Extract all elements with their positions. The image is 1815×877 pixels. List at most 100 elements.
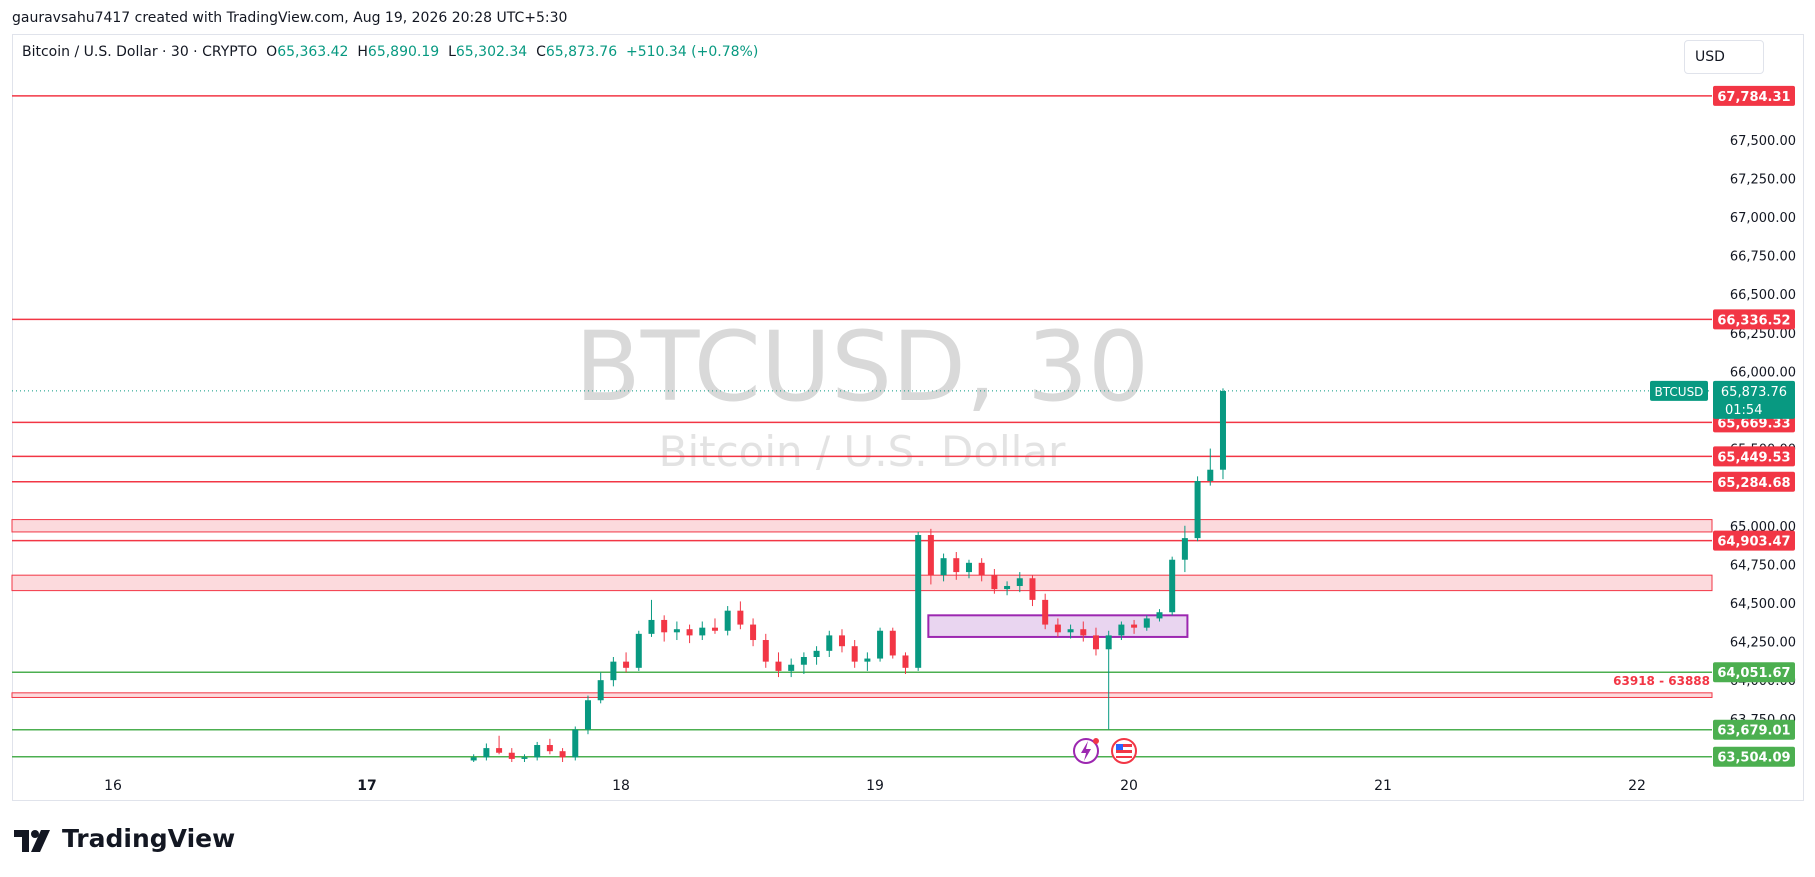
price-label-badge xyxy=(1713,530,1795,551)
symbol-badge-text: BTCUSD xyxy=(1655,385,1704,399)
price-label-badge xyxy=(1713,471,1795,492)
candle-body xyxy=(546,745,553,752)
candle-body xyxy=(1207,469,1214,481)
candle-body xyxy=(534,745,541,758)
tradingview-logo-icon xyxy=(14,830,50,852)
price-label-text: 64,051.67 xyxy=(1717,666,1790,681)
candle-body xyxy=(623,661,630,668)
low-label: L xyxy=(448,44,456,60)
watermark-description: Bitcoin / U.S. Dollar xyxy=(659,427,1066,476)
high-value: 65,890.19 xyxy=(367,44,440,60)
candle-body xyxy=(991,575,998,590)
candle-body xyxy=(813,650,820,658)
y-axis-tick-label: 67,250.00 xyxy=(1730,172,1796,187)
flag-stripe-icon xyxy=(1116,744,1132,747)
candle-body xyxy=(940,558,947,576)
x-axis-tick-label: 21 xyxy=(1374,778,1392,794)
candle-body xyxy=(661,619,668,633)
candle-body xyxy=(978,562,985,576)
low-value: 65,302.34 xyxy=(455,44,528,60)
event-icons[interactable] xyxy=(1073,738,1137,764)
candle-body xyxy=(1143,618,1150,628)
candle-body xyxy=(1054,624,1061,633)
x-axis-tick-label: 22 xyxy=(1628,778,1646,794)
candle-body xyxy=(521,757,528,759)
currency-selector[interactable]: USD xyxy=(1684,40,1764,74)
notification-dot-icon xyxy=(1093,738,1099,744)
y-axis-tick-label: 64,250.00 xyxy=(1730,636,1796,651)
support-resistance-zone[interactable] xyxy=(11,692,1713,698)
zone-label: 63918 - 63888 xyxy=(1613,674,1710,688)
candle-body xyxy=(889,630,896,656)
price-label-text: 63,679.01 xyxy=(1717,724,1790,739)
candle-body xyxy=(737,610,744,625)
support-resistance-zone[interactable] xyxy=(11,574,1713,592)
symbol-description[interactable]: Bitcoin / U.S. Dollar · 30 · CRYPTO xyxy=(22,44,258,60)
candle-body xyxy=(826,635,833,651)
y-axis-tick-label: 66,000.00 xyxy=(1730,365,1796,380)
candle-body xyxy=(610,661,617,681)
x-axis-tick-label: 19 xyxy=(866,778,884,794)
candle-body xyxy=(927,535,934,576)
candle-body xyxy=(1042,599,1049,625)
x-axis-tick-label: 20 xyxy=(1120,778,1138,794)
chart-frame xyxy=(12,34,1804,801)
y-axis-tick-label: 64,750.00 xyxy=(1730,558,1796,573)
candle-body xyxy=(508,752,515,759)
price-label-text: 64,903.47 xyxy=(1717,535,1790,550)
candle-body xyxy=(470,757,477,761)
candle-body xyxy=(851,646,858,662)
support-resistance-zone[interactable] xyxy=(11,519,1713,533)
candle-body xyxy=(877,630,884,659)
close-label: C xyxy=(536,44,546,60)
candle-body xyxy=(775,661,782,671)
candle-body xyxy=(648,619,655,634)
y-axis-tick-label: 67,000.00 xyxy=(1730,211,1796,226)
watermark-symbol: BTCUSD, 30 xyxy=(575,311,1149,423)
candle-body xyxy=(572,729,579,758)
candle-body xyxy=(1156,612,1163,619)
high-label: H xyxy=(357,44,368,60)
candle-body xyxy=(1080,629,1087,636)
attribution-text: gauravsahu7417 created with TradingView.… xyxy=(12,10,568,26)
candle-body xyxy=(584,700,591,730)
flag-stripe-icon xyxy=(1116,756,1132,758)
y-axis-tick-label: 66,250.00 xyxy=(1730,327,1796,342)
candle-body xyxy=(915,535,922,668)
candle-body xyxy=(686,629,693,636)
close-value: 65,873.76 xyxy=(545,44,618,60)
price-label-badge xyxy=(1713,719,1795,740)
price-label-text: 63,504.09 xyxy=(1717,751,1790,766)
candle-body xyxy=(864,658,871,662)
candle-body xyxy=(724,610,731,631)
lightning-glyph-icon xyxy=(1081,741,1091,761)
candle-body xyxy=(1219,390,1226,470)
candle-body xyxy=(711,627,718,631)
x-axis-tick-label: 17 xyxy=(357,778,376,794)
candle-body xyxy=(699,627,706,636)
price-label-text: 65,669.33 xyxy=(1717,416,1790,431)
price-label-badge xyxy=(1713,446,1795,467)
last-price-value: 65,873.76 xyxy=(1721,385,1787,400)
tradingview-brand[interactable]: TradingView xyxy=(62,824,236,853)
price-label-badge xyxy=(1713,662,1795,683)
price-label-badge xyxy=(1713,85,1795,106)
candle-body xyxy=(1194,480,1201,539)
candle-body xyxy=(597,680,604,701)
candle-body xyxy=(1029,578,1036,600)
candle-body xyxy=(1181,538,1188,560)
open-label: O xyxy=(266,44,278,60)
candle-body xyxy=(1169,559,1176,613)
candle-body xyxy=(1004,585,1011,590)
candle-body xyxy=(762,640,769,662)
price-label-badge xyxy=(1713,309,1795,330)
candle-body xyxy=(953,558,960,573)
price-label-text: 65,284.68 xyxy=(1717,476,1790,491)
y-axis-tick-label: 66,750.00 xyxy=(1730,250,1796,265)
candle-body xyxy=(800,657,807,665)
candle-body xyxy=(483,748,490,758)
x-axis-tick-label: 18 xyxy=(612,778,630,794)
candle-body xyxy=(1105,635,1112,650)
price-label-badge xyxy=(1713,746,1795,767)
